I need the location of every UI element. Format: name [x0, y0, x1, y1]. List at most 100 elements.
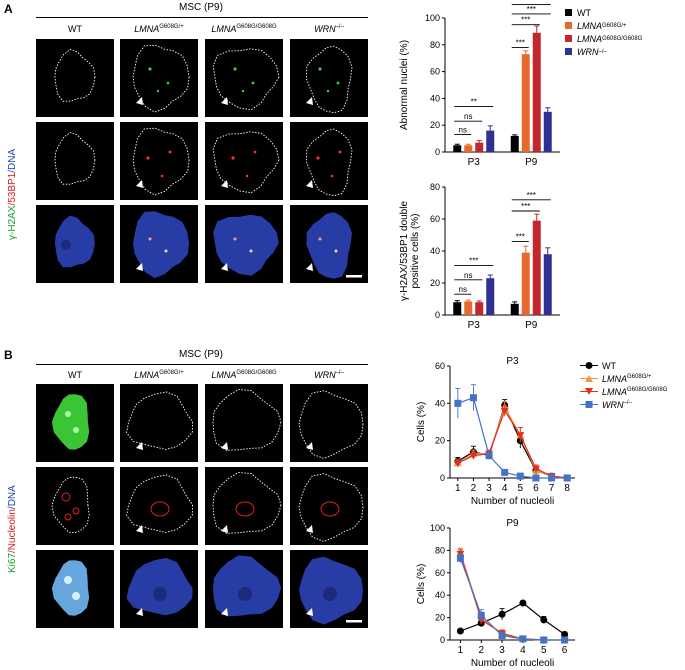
legend-swatch [565, 48, 572, 55]
point [477, 611, 485, 619]
x-tick-label: 6 [533, 483, 539, 494]
y-tick-label: 60 [430, 67, 440, 77]
bar [532, 220, 541, 315]
point [456, 627, 464, 635]
point [516, 472, 524, 480]
bar [486, 278, 495, 315]
bar [543, 254, 552, 315]
point [563, 474, 571, 482]
x-tick-label: 3 [499, 645, 505, 656]
panel-b-micrograph [205, 550, 283, 628]
x-tick-label: 5 [541, 645, 547, 656]
panel-a-legend: WT LMNA G608G/+ LMNA G608G/G608G WRN –/– [565, 6, 642, 58]
nucleoli-p9-chart: 0 20 40 60 80 100 1 2 3 4 5 6 P9 Number of nucleoli Ce… [416, 518, 575, 669]
y-tick-label: 100 [425, 13, 440, 23]
legend-a-item-lmna-het: LMNA G608G/+ [565, 19, 642, 32]
panel-a-micrograph [120, 205, 198, 283]
y-tick-label: 80 [430, 182, 440, 192]
panel-b-header: MSC (P9) [179, 349, 223, 360]
bar [464, 145, 473, 152]
series-line [457, 396, 568, 479]
y-axis-label: positive cells (%) [410, 213, 421, 288]
y-tick-label: 0 [435, 147, 440, 157]
y-tick-label: 80 [430, 40, 440, 50]
x-axis-label: Number of nucleoli [471, 496, 554, 507]
point [454, 399, 462, 407]
x-tick-label: 8 [564, 483, 570, 494]
point [469, 394, 477, 402]
y-axis-label: Cells (%) [416, 402, 427, 443]
bar [510, 135, 519, 152]
panel-b-column-header: LMNAG608G/G608G [211, 370, 277, 380]
series-line [457, 405, 568, 479]
x-tick-label: P9 [525, 157, 538, 168]
bar [532, 32, 541, 152]
panel-b-micrograph [290, 550, 368, 628]
y-tick-label: 60 [435, 568, 445, 578]
panel-b-micrograph [120, 384, 198, 462]
point [532, 474, 540, 482]
legend-b-item-wrn: WRN–/– [580, 398, 667, 411]
panel-b-column-header: LMNAG608G/+ [134, 370, 184, 380]
y-tick-label: 40 [435, 398, 445, 408]
panel-a-micrograph [205, 205, 283, 283]
legend-swatch [565, 35, 572, 42]
panel-b-micrograph [36, 467, 114, 545]
panel-b-micrograph [36, 384, 114, 462]
panel-a-column-header: WRN–/– [314, 24, 344, 34]
point [561, 636, 569, 644]
x-tick-label: P3 [468, 157, 481, 168]
bar [521, 54, 530, 152]
x-tick-label: P9 [525, 320, 538, 331]
point [453, 460, 462, 468]
y-tick-label: 0 [440, 635, 445, 645]
panel-b-micrograph [36, 550, 114, 628]
legend-marker-square [580, 401, 598, 408]
series-line [457, 403, 568, 479]
bar [453, 302, 462, 315]
y-tick-label: 100 [430, 523, 445, 533]
panel-a-micrograph [205, 122, 283, 200]
panel-b-header-rule [36, 364, 368, 365]
panel-a-micrograph [36, 122, 114, 200]
x-tick-label: 4 [520, 645, 526, 656]
panel-b-row-label: Ki67/Nucleolin/DNA [7, 485, 18, 573]
y-tick-label: 20 [430, 120, 440, 130]
panel-b-micrograph [120, 550, 198, 628]
legend-swatch [565, 9, 572, 16]
legend-swatch [565, 22, 572, 29]
x-axis-label: Number of nucleoli [471, 658, 554, 669]
significance-label: * [530, 0, 533, 5]
panel-b-letter: B [4, 348, 13, 362]
chart-title: P9 [506, 518, 519, 529]
x-tick-label: 5 [518, 483, 524, 494]
panel-b-legend: WT LMNAG608G/+ LMNAG608G/G608G WRN–/– [580, 359, 667, 411]
panel-b-micrograph [290, 384, 368, 462]
x-tick-label: 2 [471, 483, 477, 494]
point [531, 465, 540, 473]
series-line [459, 553, 565, 641]
legend-b-item-wt: WT [580, 359, 667, 372]
point [548, 474, 556, 482]
y-axis-label: Cells (%) [416, 564, 427, 605]
legend-marker-circle [580, 362, 598, 369]
panel-a-micrograph [290, 205, 368, 283]
panel-a-header-rule [36, 17, 368, 18]
y-tick-label: 40 [430, 246, 440, 256]
series-line [459, 557, 565, 641]
legend-b-item-lmna-het: LMNAG608G/+ [580, 372, 667, 385]
bar [510, 303, 519, 315]
bar [453, 145, 462, 152]
series-line [460, 602, 565, 635]
significance-label: ns [464, 112, 472, 121]
panel-a-micrograph [36, 205, 114, 283]
legend-a-item-lmna-hom: LMNA G608G/G608G [565, 32, 642, 45]
y-tick-label: 60 [430, 214, 440, 224]
legend-marker-triangle-up [580, 375, 598, 382]
x-tick-label: 1 [458, 645, 464, 656]
point [519, 635, 527, 643]
bar [521, 252, 530, 315]
panel-a-micrograph [36, 39, 114, 117]
bar [475, 302, 484, 315]
